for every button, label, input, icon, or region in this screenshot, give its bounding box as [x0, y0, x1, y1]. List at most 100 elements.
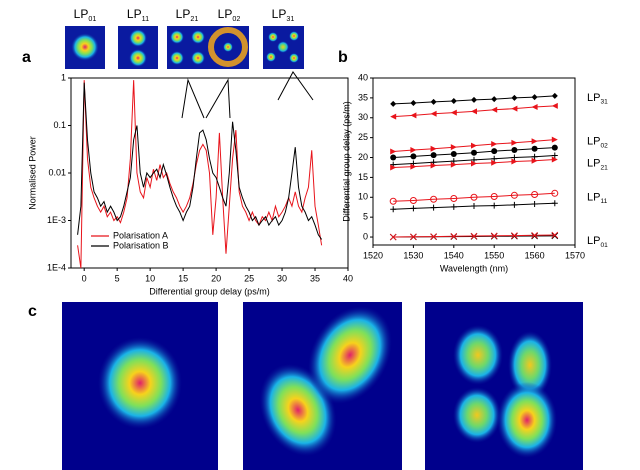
panel-label: a: [22, 49, 31, 66]
marker: [390, 206, 396, 212]
x-tick-label: 35: [310, 273, 320, 283]
marker: [491, 148, 497, 154]
mode-label-sub: 02: [600, 142, 608, 149]
marker: [532, 104, 538, 110]
y-tick-label: 0.01: [48, 167, 66, 177]
marker: [471, 143, 477, 149]
marker: [552, 103, 558, 109]
x-axis-label: Differential group delay (ps/m): [149, 286, 269, 296]
y-tick-label: 15: [358, 172, 368, 182]
mode-label: LP31: [272, 7, 295, 23]
mode-label-sub: 21: [600, 164, 608, 171]
y-tick-label: 40: [358, 72, 368, 82]
x-tick-label: 25: [244, 273, 254, 283]
marker: [532, 94, 538, 100]
mode-label-main: LP: [218, 7, 233, 21]
marker: [431, 152, 437, 158]
y-tick-label: 1E-4: [47, 262, 66, 272]
y-tick-label: 5: [363, 212, 368, 222]
marker: [431, 205, 437, 211]
mode-label: LP01: [74, 7, 97, 23]
marker: [511, 140, 517, 146]
x-tick-label: 0: [82, 273, 87, 283]
mode-label-main: LP: [587, 136, 600, 148]
mode-label: LP01: [587, 235, 608, 249]
mode-label-sub: 31: [600, 98, 608, 105]
mode-label: LP31: [587, 92, 608, 106]
marker: [390, 155, 396, 161]
marker: [451, 110, 457, 116]
marker: [390, 149, 396, 155]
mode-label-sub: 31: [286, 14, 294, 23]
legend-label: Polarisation A: [113, 230, 168, 240]
y-tick-label: 30: [358, 112, 368, 122]
marker: [471, 97, 477, 103]
x-tick-label: 1550: [484, 250, 504, 260]
marker: [451, 144, 457, 150]
mode-label-sub: 11: [142, 14, 149, 23]
mode-label-main: LP: [587, 92, 600, 104]
marker: [390, 114, 396, 120]
y-tick-label: 35: [358, 92, 368, 102]
mode-label: LP11: [587, 191, 608, 205]
mode-label-main: LP: [127, 7, 142, 21]
x-tick-label: 1570: [565, 250, 585, 260]
x-axis-label: Wavelength (nm): [440, 263, 508, 273]
mode-label: LP02: [587, 136, 608, 150]
figure: abcLP01LP11LP21LP02LP3105101520253035401…: [0, 0, 640, 470]
brackets: [182, 72, 313, 118]
x-tick-label: 20: [211, 273, 221, 283]
x-tick-label: 10: [145, 273, 155, 283]
mode-label-main: LP: [272, 7, 287, 21]
mode-label: LP02: [218, 7, 241, 23]
mode-label-main: LP: [74, 7, 89, 21]
marker: [431, 146, 437, 152]
x-tick-label: 1560: [525, 250, 545, 260]
marker: [491, 96, 497, 102]
mode-label-sub: 21: [190, 14, 198, 23]
mode-label-sub: 01: [88, 14, 96, 23]
marker: [410, 112, 416, 118]
marker: [511, 147, 517, 153]
y-tick-label: 1: [61, 72, 66, 82]
marker: [532, 146, 538, 152]
marker: [451, 151, 457, 157]
panel-label: c: [28, 303, 37, 320]
x-tick-label: 1520: [363, 250, 383, 260]
marker: [532, 201, 538, 207]
marker: [410, 153, 416, 159]
mode-label: LP11: [127, 7, 149, 23]
marker: [491, 107, 497, 113]
legend-label: Polarisation B: [113, 240, 169, 250]
mode-label-sub: 02: [232, 14, 240, 23]
x-tick-label: 30: [277, 273, 287, 283]
marker: [552, 145, 558, 151]
marker: [552, 200, 558, 206]
x-tick-label: 1540: [444, 250, 464, 260]
mode-label: LP21: [176, 7, 199, 23]
marker: [511, 106, 517, 112]
y-tick-label: 25: [358, 132, 368, 142]
y-axis-label: Differential group delay (ps/m): [341, 101, 351, 221]
marker: [451, 204, 457, 210]
marker: [410, 147, 416, 153]
marker: [390, 101, 396, 107]
marker: [532, 138, 538, 144]
mode-label-main: LP: [587, 235, 600, 247]
x-tick-label: 5: [115, 273, 120, 283]
panel-label: b: [338, 49, 348, 66]
mode-label-main: LP: [587, 191, 600, 203]
chart: 05101520253035401E-41E-30.010.11Differen…: [27, 72, 353, 296]
mode-images: [65, 26, 304, 69]
marker: [552, 137, 558, 143]
marker: [511, 202, 517, 208]
marker: [491, 141, 497, 147]
mode-label-sub: 11: [600, 198, 607, 205]
y-tick-label: 0.1: [53, 120, 66, 130]
marker: [511, 95, 517, 101]
mode-label: LP21: [587, 157, 608, 171]
x-tick-label: 1530: [403, 250, 423, 260]
marker: [471, 150, 477, 156]
y-tick-label: 1E-3: [47, 215, 66, 225]
